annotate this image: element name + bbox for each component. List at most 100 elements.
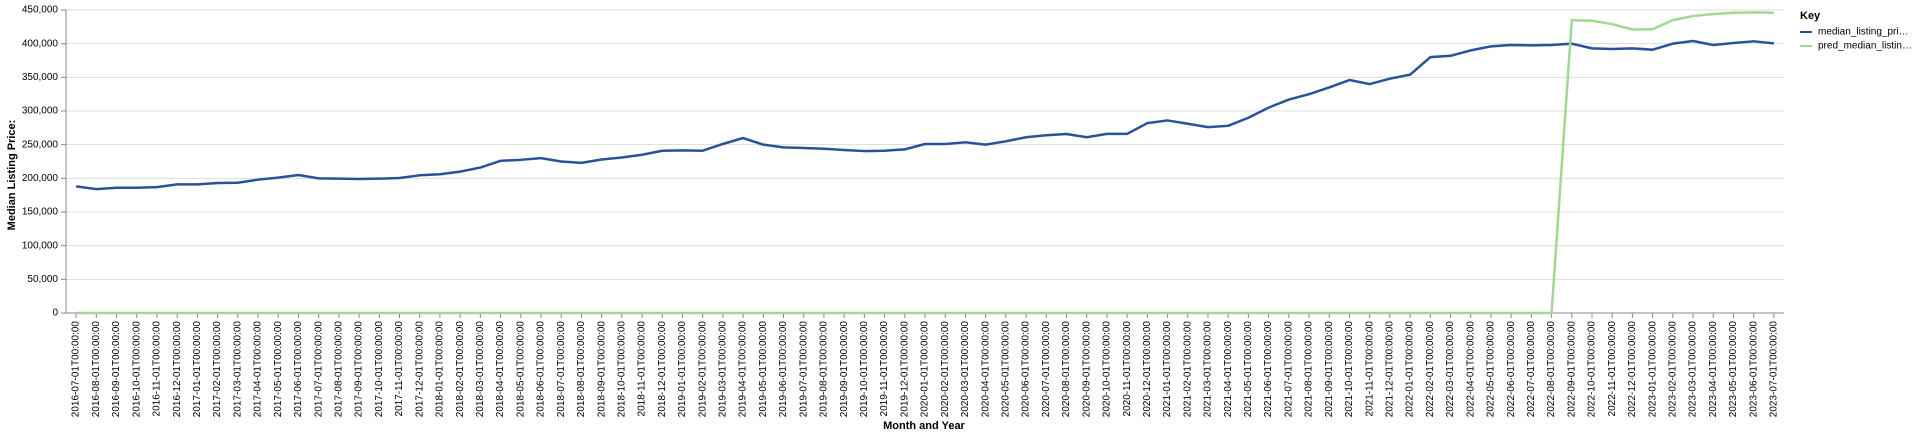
y-tick-label: 150,000	[22, 207, 59, 218]
x-tick-label: 2022-08-01T00:00:00	[1546, 321, 1557, 418]
x-tick-label: 2019-06-01T00:00:00	[778, 321, 789, 418]
x-tick-label: 2019-09-01T00:00:00	[839, 321, 850, 418]
x-tick-label: 2022-05-01T00:00:00	[1486, 321, 1497, 418]
x-tick-label: 2021-09-01T00:00:00	[1324, 321, 1335, 418]
legend-label: pred_median_listin…	[1818, 41, 1912, 52]
x-tick-label: 2021-07-01T00:00:00	[1283, 321, 1294, 418]
x-tick-label: 2022-03-01T00:00:00	[1445, 321, 1456, 418]
x-tick-label: 2022-12-01T00:00:00	[1627, 321, 1638, 418]
x-tick-label: 2018-09-01T00:00:00	[596, 321, 607, 418]
x-tick-label: 2022-02-01T00:00:00	[1425, 321, 1436, 418]
x-tick-label: 2017-12-01T00:00:00	[414, 321, 425, 418]
x-tick-label: 2020-11-01T00:00:00	[1122, 321, 1133, 417]
x-tick-label: 2021-05-01T00:00:00	[1243, 321, 1254, 418]
x-tick-label: 2020-12-01T00:00:00	[1142, 321, 1153, 418]
x-tick-label: 2016-12-01T00:00:00	[172, 321, 183, 418]
x-tick-label: 2021-08-01T00:00:00	[1304, 321, 1315, 418]
x-tick-label: 2022-11-01T00:00:00	[1607, 321, 1618, 417]
x-tick-label: 2021-10-01T00:00:00	[1344, 321, 1355, 418]
x-tick-label: 2021-04-01T00:00:00	[1223, 321, 1234, 418]
y-tick-label: 200,000	[22, 173, 59, 184]
series-line	[75, 39, 1775, 191]
x-tick-label: 2016-11-01T00:00:00	[152, 321, 163, 417]
x-tick-label: 2021-11-01T00:00:00	[1364, 321, 1375, 417]
x-tick-label: 2020-04-01T00:00:00	[980, 321, 991, 418]
x-tick-label: 2021-03-01T00:00:00	[1203, 321, 1214, 418]
x-tick-label: 2018-06-01T00:00:00	[536, 321, 547, 418]
x-tick-label: 2020-07-01T00:00:00	[1041, 321, 1052, 418]
x-tick-label: 2017-10-01T00:00:00	[374, 321, 385, 418]
x-tick-label: 2021-01-01T00:00:00	[1162, 321, 1173, 418]
x-tick-label: 2020-02-01T00:00:00	[940, 321, 951, 418]
x-tick-label: 2016-09-01T00:00:00	[111, 321, 122, 418]
x-tick-label: 2019-03-01T00:00:00	[718, 321, 729, 418]
y-tick-label: 250,000	[22, 139, 59, 150]
x-tick-label: 2023-04-01T00:00:00	[1708, 321, 1719, 418]
legend-title: Key	[1800, 10, 1821, 22]
x-tick-label: 2019-01-01T00:00:00	[677, 321, 688, 418]
y-axis-title: Median Listing Price:	[6, 120, 18, 231]
x-tick-label: 2022-09-01T00:00:00	[1566, 321, 1577, 418]
x-tick-label: 2018-08-01T00:00:00	[576, 321, 587, 418]
x-tick-label: 2019-11-01T00:00:00	[879, 321, 890, 417]
x-tick-label: 2019-12-01T00:00:00	[899, 321, 910, 418]
x-tick-label: 2016-07-01T00:00:00	[71, 321, 82, 418]
series-line	[76, 11, 1774, 315]
x-tick-label: 2017-07-01T00:00:00	[313, 321, 324, 418]
x-tick-label: 2022-06-01T00:00:00	[1506, 321, 1517, 418]
x-tick-label: 2022-10-01T00:00:00	[1587, 321, 1598, 418]
x-tick-label: 2022-07-01T00:00:00	[1526, 321, 1537, 418]
y-tick-label: 100,000	[22, 240, 59, 251]
x-tick-label: 2020-06-01T00:00:00	[1021, 321, 1032, 418]
y-tick-label: 300,000	[22, 106, 59, 117]
x-tick-label: 2022-04-01T00:00:00	[1465, 321, 1476, 418]
x-tick-label: 2021-12-01T00:00:00	[1385, 321, 1396, 418]
x-axis-title: Month and Year	[883, 420, 965, 432]
x-tick-label: 2022-01-01T00:00:00	[1405, 321, 1416, 418]
x-tick-label: 2018-05-01T00:00:00	[515, 321, 526, 418]
y-tick-label: 0	[52, 308, 58, 319]
x-tick-label: 2020-08-01T00:00:00	[1061, 321, 1072, 418]
x-tick-label: 2018-12-01T00:00:00	[657, 321, 668, 418]
x-tick-label: 2018-10-01T00:00:00	[616, 321, 627, 418]
x-tick-label: 2017-05-01T00:00:00	[273, 321, 284, 418]
x-tick-label: 2020-10-01T00:00:00	[1102, 321, 1113, 418]
x-tick-label: 2019-10-01T00:00:00	[859, 321, 870, 418]
x-tick-label: 2016-08-01T00:00:00	[91, 321, 102, 418]
x-tick-label: 2018-03-01T00:00:00	[475, 321, 486, 418]
x-tick-label: 2017-08-01T00:00:00	[333, 321, 344, 418]
x-tick-label: 2020-05-01T00:00:00	[1000, 321, 1011, 418]
y-tick-label: 50,000	[27, 274, 58, 285]
x-tick-label: 2017-02-01T00:00:00	[212, 321, 223, 418]
x-tick-label: 2023-06-01T00:00:00	[1748, 321, 1759, 418]
x-tick-label: 2018-02-01T00:00:00	[455, 321, 466, 418]
x-tick-label: 2019-08-01T00:00:00	[819, 321, 830, 418]
x-tick-label: 2018-11-01T00:00:00	[637, 321, 648, 417]
x-tick-label: 2018-04-01T00:00:00	[495, 321, 506, 418]
x-tick-label: 2017-01-01T00:00:00	[192, 321, 203, 418]
y-tick-label: 350,000	[22, 72, 59, 83]
x-tick-label: 2019-04-01T00:00:00	[738, 321, 749, 418]
x-tick-label: 2020-09-01T00:00:00	[1081, 321, 1092, 418]
x-tick-label: 2020-01-01T00:00:00	[920, 321, 931, 418]
x-tick-label: 2017-09-01T00:00:00	[354, 321, 365, 418]
x-tick-label: 2021-02-01T00:00:00	[1182, 321, 1193, 418]
x-tick-label: 2018-07-01T00:00:00	[556, 321, 567, 418]
x-tick-label: 2023-01-01T00:00:00	[1647, 321, 1658, 418]
x-tick-label: 2021-06-01T00:00:00	[1263, 321, 1274, 418]
x-tick-label: 2017-11-01T00:00:00	[394, 321, 405, 417]
y-tick-label: 400,000	[22, 38, 59, 49]
x-tick-label: 2023-05-01T00:00:00	[1728, 321, 1739, 418]
x-tick-label: 2020-03-01T00:00:00	[960, 321, 971, 418]
y-tick-label: 450,000	[22, 5, 59, 16]
legend-label: median_listing_pri…	[1818, 27, 1909, 38]
x-tick-label: 2019-05-01T00:00:00	[758, 321, 769, 418]
x-tick-label: 2016-10-01T00:00:00	[131, 321, 142, 418]
x-tick-label: 2023-02-01T00:00:00	[1667, 321, 1678, 418]
x-tick-label: 2023-03-01T00:00:00	[1688, 321, 1699, 418]
x-tick-label: 2017-04-01T00:00:00	[253, 321, 264, 418]
x-tick-label: 2017-06-01T00:00:00	[293, 321, 304, 418]
x-tick-label: 2019-07-01T00:00:00	[798, 321, 809, 418]
